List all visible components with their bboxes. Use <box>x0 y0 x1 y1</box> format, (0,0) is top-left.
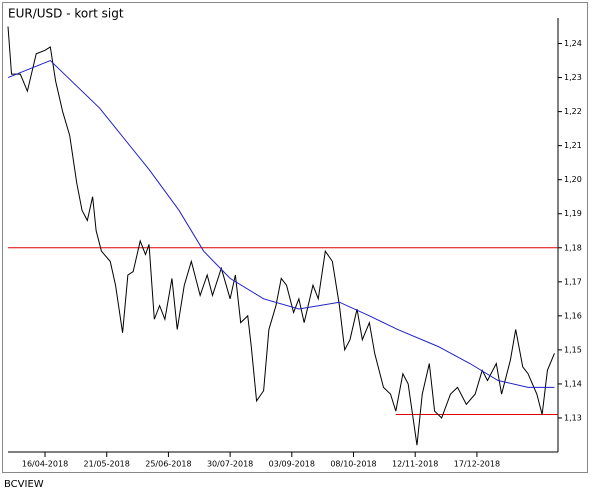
y-tick-label: 1,20 <box>564 175 582 184</box>
y-tick-label: 1,21 <box>564 141 582 150</box>
y-tick-label: 1,14 <box>564 379 582 388</box>
y-tick-label: 1,16 <box>564 311 582 320</box>
x-tick-label: 12/11-2018 <box>392 460 438 469</box>
x-tick-label: 17/12-2018 <box>454 460 500 469</box>
source: BCVIEW <box>4 479 44 490</box>
y-tick-label: 1,19 <box>564 209 582 218</box>
x-tick-label: 08/10-2018 <box>330 460 376 469</box>
x-tick-label: 21/05-2018 <box>84 460 130 469</box>
y-tick-label: 1,13 <box>564 413 582 422</box>
y-tick-label: 1,18 <box>564 243 582 252</box>
y-tick-label: 1,15 <box>564 345 582 354</box>
series-line <box>7 59 555 388</box>
x-tick-label: 30/07-2018 <box>207 460 253 469</box>
y-tick-label: 1,17 <box>564 277 582 286</box>
frame <box>2 2 588 473</box>
x-tick-label: 03/09-2018 <box>269 460 315 469</box>
y-tick-label: 1,22 <box>564 107 582 116</box>
series-line <box>7 26 555 446</box>
x-tick-label: 16/04-2018 <box>22 460 68 469</box>
x-tick-label: 25/06-2018 <box>145 460 191 469</box>
chart-title: EUR/USD - kort sigt <box>8 7 124 21</box>
y-tick-label: 1,23 <box>564 73 582 82</box>
y-tick-label: 1,24 <box>564 39 582 48</box>
